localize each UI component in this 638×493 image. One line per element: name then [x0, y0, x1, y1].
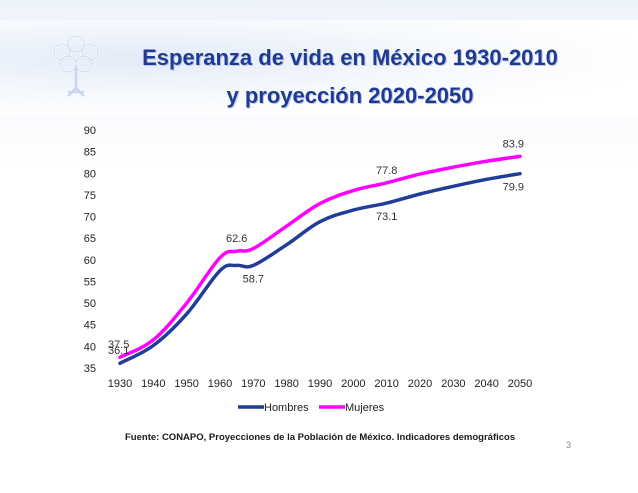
y-tick-label: 70 [84, 212, 96, 224]
x-tick-label: 2000 [341, 378, 365, 390]
data-label: 79.9 [503, 182, 524, 194]
y-tick-label: 85 [84, 147, 96, 159]
x-tick-label: 1930 [108, 378, 132, 390]
y-tick-label: 40 [84, 341, 96, 353]
data-label: 36.1 [108, 345, 129, 357]
legend-label-mujeres: Mujeres [345, 402, 385, 414]
x-tick-label: 1940 [141, 378, 165, 390]
y-tick-label: 60 [84, 255, 96, 267]
data-label: 62.6 [226, 233, 247, 245]
x-tick-label: 1960 [208, 378, 232, 390]
source-note: Fuente: CONAPO, Proyecciones de la Pobla… [125, 432, 516, 443]
series-line-mujeres [118, 154, 522, 359]
data-label: 77.8 [376, 165, 397, 177]
chart-title-line2: y proyección 2020-2050 [226, 83, 474, 108]
x-tick-label: 1980 [274, 378, 298, 390]
x-tick-label: 2010 [374, 378, 398, 390]
page-number: 3 [566, 440, 572, 450]
data-label: 83.9 [503, 138, 524, 150]
y-tick-label: 90 [84, 125, 96, 137]
data-label: 73.1 [376, 211, 397, 223]
x-tick-label: 1990 [308, 378, 332, 390]
y-tick-label: 45 [84, 320, 96, 332]
title-band [0, 20, 638, 116]
chart-title-line1: Esperanza de vida en México 1930-2010 [142, 45, 558, 70]
y-tick-label: 65 [84, 233, 96, 245]
x-tick-label: 2050 [508, 378, 532, 390]
x-tick-label: 2040 [474, 378, 498, 390]
tree-logo-icon [52, 34, 100, 97]
y-tick-label: 50 [84, 298, 96, 310]
x-tick-label: 1970 [241, 378, 265, 390]
data-label: 37.5 [108, 339, 129, 351]
y-tick-label: 35 [84, 363, 96, 375]
x-tick-label: 1950 [174, 378, 198, 390]
x-tick-label: 2030 [441, 378, 465, 390]
y-tick-label: 75 [84, 190, 96, 202]
y-tick-label: 80 [84, 168, 96, 180]
data-label: 58.7 [243, 273, 264, 285]
legend-label-hombres: Hombres [264, 402, 309, 414]
series-line-hombres [118, 171, 522, 365]
y-tick-label: 55 [84, 276, 96, 288]
x-tick-label: 2020 [408, 378, 432, 390]
